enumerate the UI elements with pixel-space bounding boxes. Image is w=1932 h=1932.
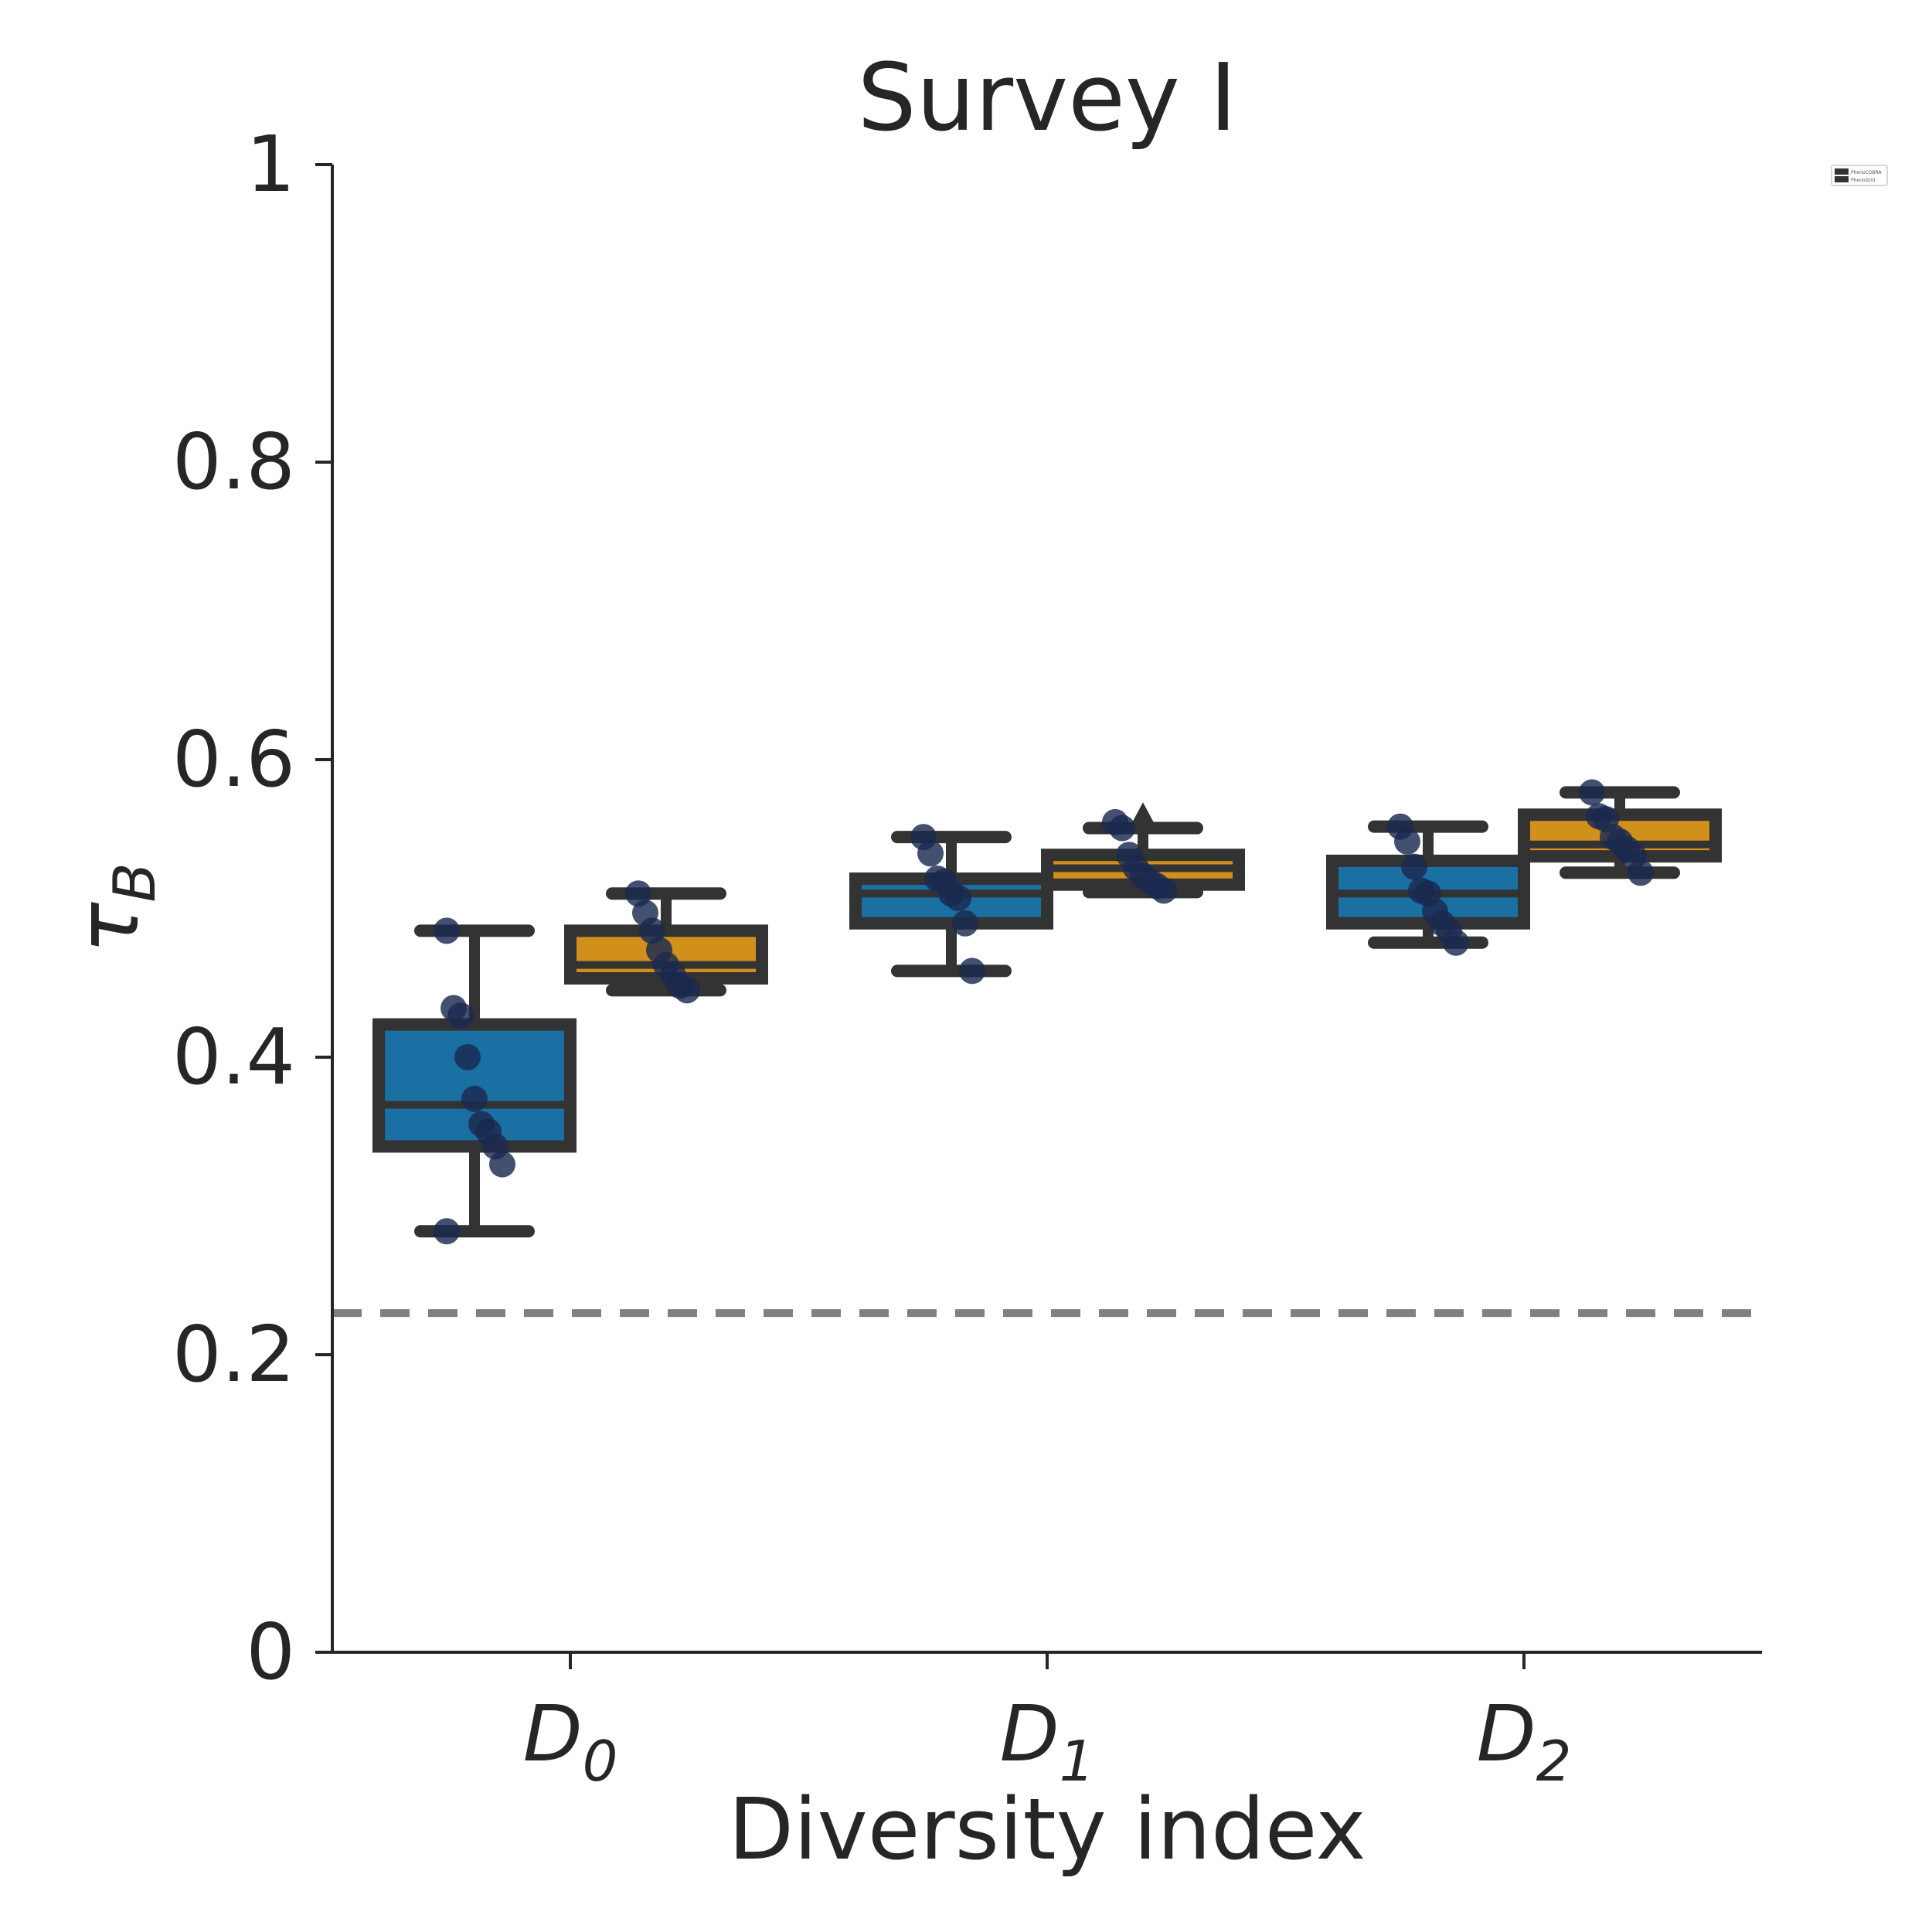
legend-swatch-phenogrid bbox=[1835, 176, 1849, 182]
box-flier bbox=[1131, 802, 1155, 826]
data-point bbox=[489, 1151, 515, 1178]
y-tick-label: 0 bbox=[246, 1607, 295, 1697]
x-tick-label-sub: 1 bbox=[1060, 1729, 1095, 1794]
legend-entry-phenocobra: PhenoCOBRA bbox=[1851, 170, 1883, 175]
data-point bbox=[434, 1218, 460, 1245]
y-tick-label: 0.6 bbox=[172, 714, 295, 804]
y-tick-label: 0.4 bbox=[172, 1012, 295, 1102]
data-point bbox=[1628, 859, 1654, 886]
x-tick-label-sub: 2 bbox=[1536, 1729, 1572, 1794]
data-point bbox=[461, 1085, 488, 1112]
data-point bbox=[434, 917, 460, 944]
data-point bbox=[1109, 815, 1135, 842]
box-layer bbox=[372, 786, 1722, 1238]
x-ticks: D0 D1 D2 bbox=[523, 1652, 1572, 1794]
data-point bbox=[917, 840, 944, 867]
y-axis-label-main: τ bbox=[59, 902, 158, 954]
y-tick-label: 0.2 bbox=[172, 1309, 295, 1400]
data-point bbox=[1579, 779, 1605, 806]
y-tick-label: 0.8 bbox=[172, 417, 295, 507]
data-point bbox=[952, 910, 978, 937]
x-tick-label-main: D bbox=[523, 1689, 583, 1779]
y-tick-label: 1 bbox=[246, 119, 295, 209]
data-point bbox=[959, 957, 985, 985]
x-tick-label-sub: 0 bbox=[583, 1729, 618, 1794]
y-ticks: 0 0.2 0.4 0.6 0.8 1 bbox=[172, 119, 332, 1697]
x-tick-label-main: D bbox=[1000, 1689, 1060, 1779]
points-layer bbox=[434, 779, 1654, 1245]
y-axis-label-sub: B bbox=[100, 862, 168, 902]
legend: PhenoCOBRA PhenoGrid bbox=[1831, 165, 1888, 186]
chart-title: Survey I bbox=[858, 45, 1237, 152]
data-point bbox=[1151, 877, 1177, 904]
legend-entry-phenogrid: PhenoGrid bbox=[1851, 178, 1875, 183]
x-axis-label: Diversity index bbox=[728, 1780, 1366, 1879]
box-phenocobra-0 bbox=[372, 924, 577, 1238]
data-point bbox=[1443, 929, 1469, 956]
y-axis-label: τB bbox=[59, 862, 168, 954]
x-tick-label: D2 bbox=[1477, 1689, 1572, 1794]
x-tick-label: D1 bbox=[1000, 1689, 1095, 1794]
data-point bbox=[1401, 853, 1427, 880]
data-point bbox=[1394, 828, 1420, 855]
data-point bbox=[454, 1044, 481, 1070]
x-tick-label-main: D bbox=[1477, 1689, 1536, 1779]
legend-swatch-phenocobra bbox=[1835, 168, 1849, 175]
data-point bbox=[674, 977, 700, 1004]
data-point bbox=[447, 1002, 474, 1029]
data-point bbox=[945, 885, 971, 912]
x-tick-label: D0 bbox=[523, 1689, 618, 1794]
